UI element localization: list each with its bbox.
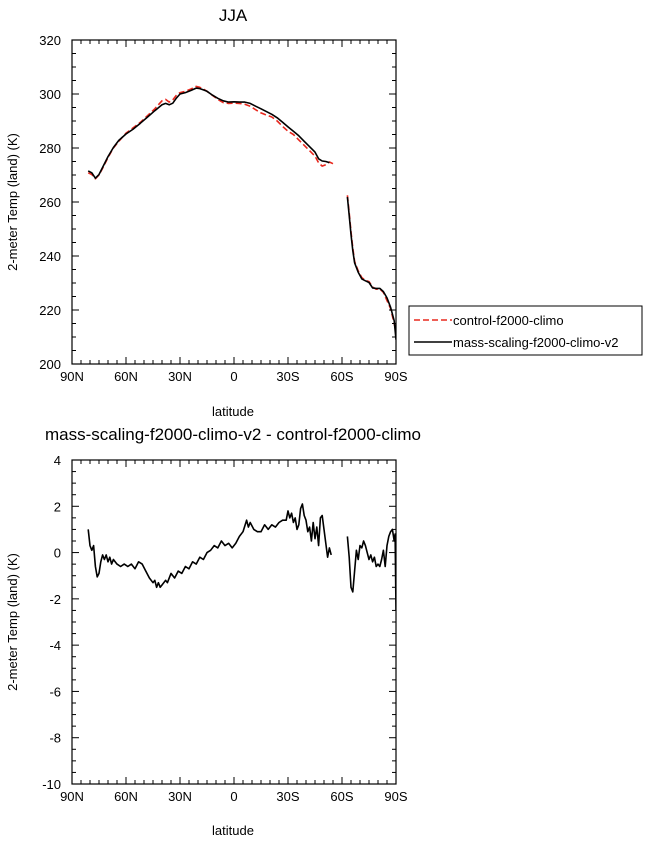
y-tick-label: -8 (49, 731, 61, 746)
chart-bottom: mass-scaling-f2000-climo-v2 - control-f2… (5, 425, 421, 838)
x-tick-label: 30S (276, 369, 299, 384)
chart-title: JJA (219, 6, 248, 25)
series-line-1-segment-1 (346, 197, 396, 340)
y-tick-label: -2 (49, 592, 61, 607)
y-tick-label: -6 (49, 684, 61, 699)
plot-area: 90N 60N 30N 0 30S 60S 90S -10 -8 -6 -4 -2 0 2 4 (42, 453, 408, 804)
y-tick-label: 4 (54, 453, 61, 468)
y-tick-label: 240 (39, 249, 61, 264)
y-tick-label: 0 (54, 546, 61, 561)
series-line-0-segment-0 (87, 503, 332, 589)
y-tick-label: 320 (39, 33, 61, 48)
legend-label-control: control-f2000-climo (453, 313, 564, 328)
series-line-0-segment-1 (346, 528, 396, 611)
x-tick-label: 30S (276, 789, 299, 804)
x-tick-label: 60N (114, 369, 138, 384)
y-tick-label: 220 (39, 303, 61, 318)
chart-title: mass-scaling-f2000-climo-v2 - control-f2… (45, 425, 421, 444)
legend-label-mass-scaling: mass-scaling-f2000-climo-v2 (453, 335, 618, 350)
y-tick-label: 260 (39, 195, 61, 210)
plot-frame (71, 459, 397, 785)
x-tick-label: 90N (60, 369, 84, 384)
y-tick-label: 300 (39, 87, 61, 102)
series-line-1-segment-0 (87, 87, 330, 179)
y-tick-label: 2 (54, 499, 61, 514)
x-tick-label: 90S (384, 369, 407, 384)
x-axis-label: latitude (212, 823, 254, 838)
y-tick-label: -4 (49, 638, 61, 653)
x-tick-label: 90N (60, 789, 84, 804)
y-tick-label: 200 (39, 357, 61, 372)
legend-box (408, 305, 643, 356)
x-tick-label: 60N (114, 789, 138, 804)
x-tick-label: 90S (384, 789, 407, 804)
x-axis-label: latitude (212, 404, 254, 419)
y-tick-label: -10 (42, 777, 61, 792)
x-tick-label: 30N (168, 789, 192, 804)
x-tick-label: 60S (330, 789, 353, 804)
chart-top: JJA 90N 60N 30N 0 30S 60S 90S 200 220 240 260 280 30… (5, 6, 643, 419)
y-axis-label: 2-meter Temp (land) (K) (5, 133, 20, 271)
y-axis-label: 2-meter Temp (land) (K) (5, 553, 20, 691)
x-tick-label: 60S (330, 369, 353, 384)
plot-area: 90N 60N 30N 0 30S 60S 90S 200 220 240 260 280 300 320 (39, 33, 408, 384)
x-tick-label: 0 (230, 789, 237, 804)
legend: control-f2000-climo mass-scaling-f2000-c… (408, 305, 643, 356)
x-tick-label: 30N (168, 369, 192, 384)
x-tick-label: 0 (230, 369, 237, 384)
y-tick-label: 280 (39, 141, 61, 156)
series-line-0-segment-0 (87, 85, 334, 180)
